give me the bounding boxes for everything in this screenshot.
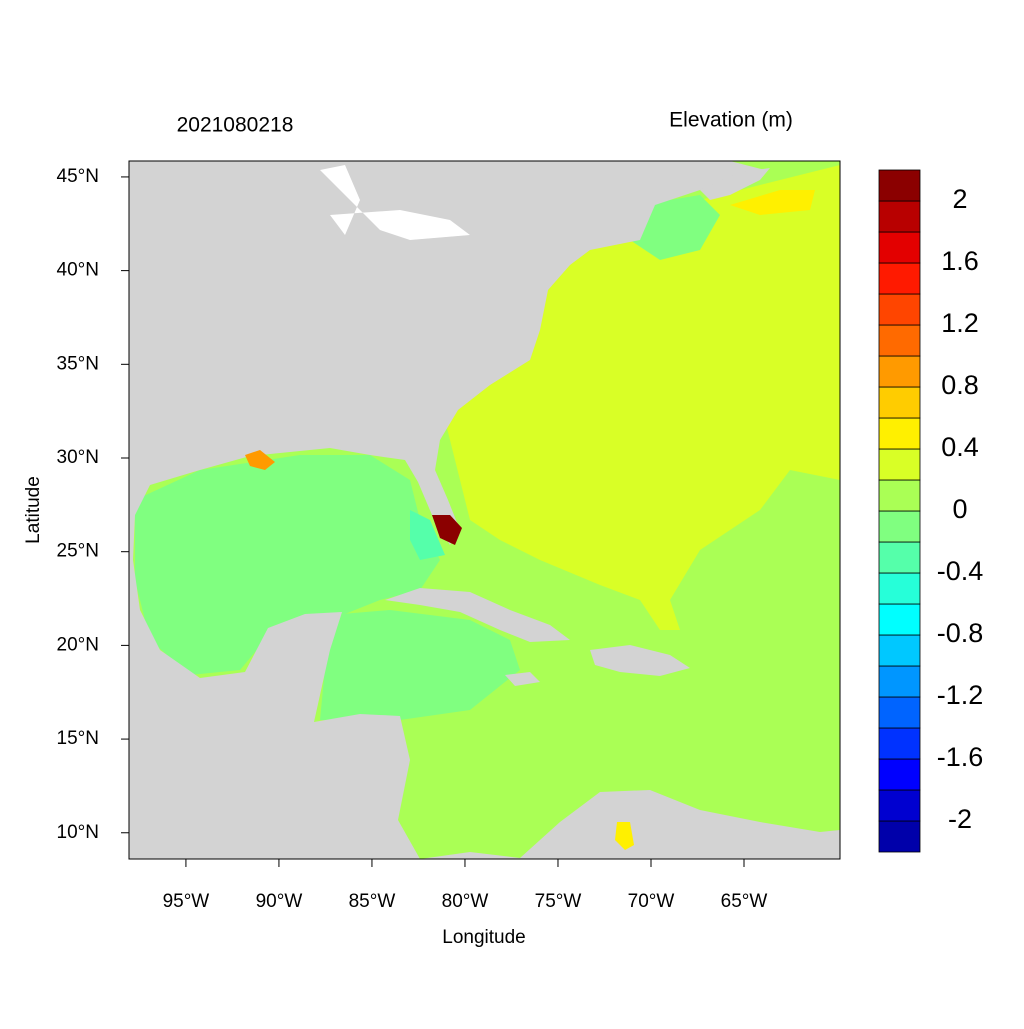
colorbar-label: 1.2 bbox=[941, 308, 979, 338]
colorbar-label: 1.6 bbox=[941, 246, 979, 276]
plot-frame bbox=[128, 160, 841, 860]
y-tick-label: 35°N bbox=[57, 353, 99, 374]
y-axis-label: Latitude bbox=[23, 476, 44, 544]
colorbar-box bbox=[878, 169, 921, 202]
map-title: 2021080218 bbox=[177, 114, 294, 137]
colorbar-box bbox=[878, 789, 921, 822]
colorbar-label: -2 bbox=[948, 804, 972, 834]
colorbar-box bbox=[878, 448, 921, 481]
colorbar-box bbox=[878, 324, 921, 357]
shelf-field bbox=[630, 195, 720, 260]
cuba bbox=[385, 588, 570, 642]
y-tick-label: 40°N bbox=[57, 260, 99, 281]
colorbar-label: 0.4 bbox=[941, 432, 979, 462]
colorbar-box bbox=[878, 727, 921, 760]
colorbar-box bbox=[878, 479, 921, 512]
x-axis-label: Longitude bbox=[442, 927, 525, 948]
y-tick-label: 10°N bbox=[57, 822, 99, 843]
colorbar-label: -1.6 bbox=[937, 742, 984, 772]
nova-scotia bbox=[700, 168, 770, 200]
colorbar-box bbox=[878, 603, 921, 636]
colorbar-box bbox=[878, 231, 921, 264]
colorbar-label: -1.2 bbox=[937, 680, 984, 710]
y-tick-label: 30°N bbox=[57, 447, 99, 468]
land bbox=[129, 161, 765, 859]
x-tick-label: 80°W bbox=[442, 891, 489, 912]
surge-florida bbox=[432, 515, 462, 545]
x-tick-label: 65°W bbox=[721, 891, 768, 912]
hispaniola bbox=[590, 645, 690, 676]
y-tick-label: 45°N bbox=[57, 166, 99, 187]
colorbar-box bbox=[878, 665, 921, 698]
colorbar-box bbox=[878, 262, 921, 295]
colorbar-box bbox=[878, 758, 921, 791]
y-tick-label: 25°N bbox=[57, 541, 99, 562]
gulf-field bbox=[135, 455, 440, 675]
jamaica bbox=[505, 672, 540, 686]
colorbar-box bbox=[878, 572, 921, 605]
colorbar-label: -0.4 bbox=[937, 556, 984, 586]
colorbar-box bbox=[878, 541, 921, 574]
yucatan-basin-field bbox=[320, 610, 520, 720]
x-tick-label: 95°W bbox=[163, 891, 210, 912]
colorbar-label: 2 bbox=[952, 184, 967, 214]
colorbar-box bbox=[878, 696, 921, 729]
florida-shelf-field bbox=[410, 510, 445, 560]
colorbar-box bbox=[878, 510, 921, 543]
surge-louisiana bbox=[245, 450, 275, 470]
colorbar-box bbox=[878, 820, 921, 853]
x-tick-label: 85°W bbox=[349, 891, 396, 912]
yellow-maracaibo bbox=[615, 822, 634, 850]
y-tick-label: 20°N bbox=[57, 634, 99, 655]
colorbar-box bbox=[878, 634, 921, 667]
colorbar-title: Elevation (m) bbox=[669, 109, 793, 132]
colorbar-box bbox=[878, 386, 921, 419]
colorbar-label: 0.8 bbox=[941, 370, 979, 400]
colorbar-box bbox=[878, 417, 921, 450]
great-lakes bbox=[320, 165, 470, 240]
map bbox=[129, 161, 840, 859]
colorbar-label: 0 bbox=[952, 494, 967, 524]
colorbar-box bbox=[878, 355, 921, 388]
yellow-fundy bbox=[730, 190, 815, 215]
y-tick-label: 15°N bbox=[57, 728, 99, 749]
colorbar-box bbox=[878, 293, 921, 326]
x-tick-label: 75°W bbox=[535, 891, 582, 912]
colorbar-label: -0.8 bbox=[937, 618, 984, 648]
x-tick-label: 70°W bbox=[628, 891, 675, 912]
x-tick-label: 90°W bbox=[256, 891, 303, 912]
colorbar-box bbox=[878, 200, 921, 233]
